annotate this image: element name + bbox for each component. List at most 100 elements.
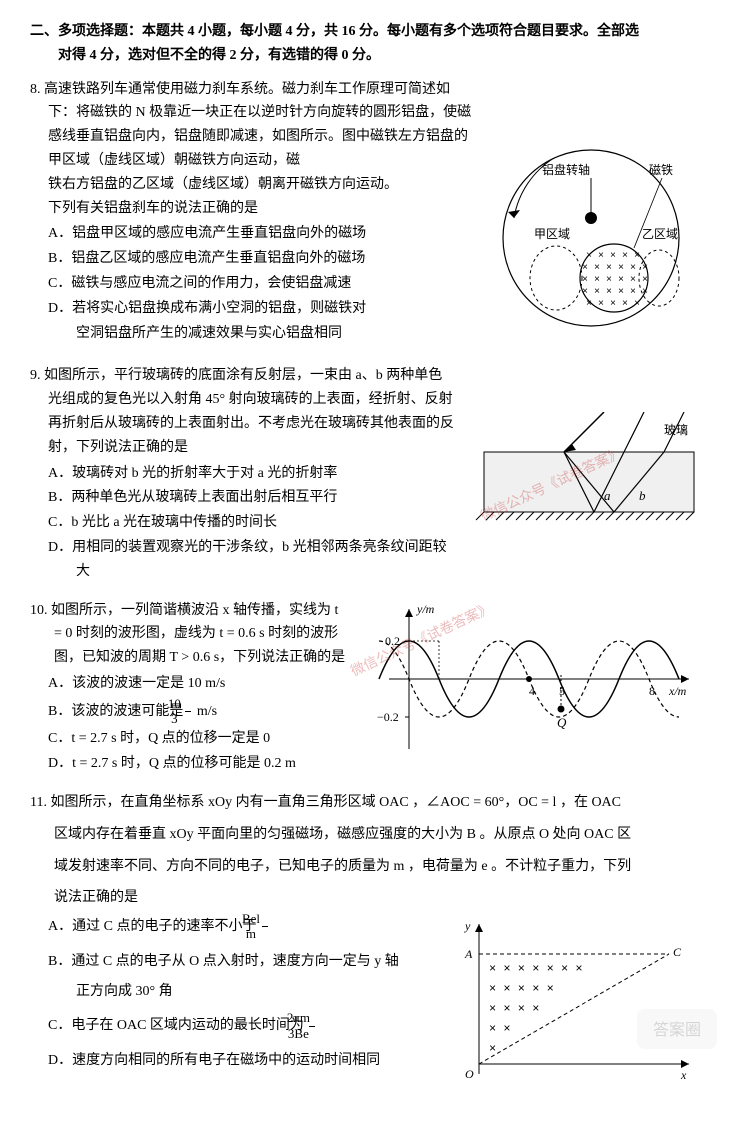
svg-text:× × × × × ×: × × × × × × [582, 263, 648, 274]
q8-c-text: 磁铁与感应电流之间的作用力，会使铝盘减速 [71, 276, 351, 291]
q10-Q-label: Q [557, 715, 567, 730]
q8-figure: 铝盘转轴 × × × × × × × × × × × × × × × × × ×… [484, 138, 699, 347]
q10-choice-c: C．t = 2.7 s 时，Q 点的位移一定是 0 [30, 727, 340, 751]
q10-choice-d: D．t = 2.7 s 时，Q 点的位移可能是 0.2 m [30, 752, 340, 776]
q9-c-text: b 光比 a 光在玻璃中传播的时间长 [71, 515, 277, 530]
question-11: 11. 如图所示，在直角坐标系 xOy 内有一直角三角形区域 OAC ，∠AOC… [30, 791, 699, 1097]
q9-stem-text: 如图所示，平行玻璃砖的底面涂有反射层，一束由 a、b 两种单色光组成的复色光以入… [44, 368, 454, 454]
svg-text:× × × × ×: × × × × × [489, 982, 554, 996]
q9-choice-b: B．两种单色光从玻璃砖上表面出射后相互平行 [30, 486, 450, 510]
q10-choice-a: A．该波的波速一定是 10 m/s [30, 672, 340, 696]
q11-b-text-1: 通过 C 点的电子从 O 点入射时，速度方向一定与 y 轴 [71, 954, 398, 969]
q11-d-text: 速度方向相同的所有电子在磁场中的运动时间相同 [72, 1053, 380, 1068]
q9-number: 9. [30, 368, 41, 383]
q8-a-text: 铝盘甲区域的感应电流产生垂直铝盘向外的磁场 [72, 226, 366, 241]
q11-ylabel: y [464, 919, 471, 933]
q11-figure: x y O A C × × × × × × × × × × × × × × × … [449, 914, 699, 1093]
q9-choice-c: C．b 光比 a 光在玻璃中传播的时间长 [30, 511, 450, 535]
q11-a-pre: 通过 C 点的电子的速率不小于 [72, 919, 260, 934]
q8-choice-d: D．若将实心铝盘换成布满小空洞的铝盘，则磁铁对 [30, 297, 470, 321]
q10-c-text: t = 2.7 s 时，Q 点的位移一定是 0 [71, 731, 270, 746]
q9-choices: A．玻璃砖对 b 光的折射率大于对 a 光的折射率 B．两种单色光从玻璃砖上表面… [30, 462, 450, 584]
q11-xlabel: x [680, 1068, 687, 1082]
q8-choices: A．铝盘甲区域的感应电流产生垂直铝盘向外的磁场 B．铝盘乙区域的感应电流产生垂直… [30, 222, 470, 345]
svg-text:× × × ×: × × × × [489, 1002, 539, 1016]
question-10: y/m x/m 0.2 −0.2 4 5 8 Q 微信公众号《试卷答案》 [30, 599, 699, 777]
q10-b-den: 3 [185, 712, 191, 726]
q11-stem-2: 区域内存在着垂直 xOy 平面向里的匀强磁场，磁感应强度的大小为 B 。从原点 … [30, 823, 699, 847]
svg-text:×: × [489, 1042, 496, 1056]
q11-A: A [464, 947, 473, 961]
svg-text:× × × × × ×: × × × × × × [582, 287, 648, 298]
q11-choice-a: A．通过 C 点的电子的速率不小于 Belm [30, 912, 410, 942]
label-b: b [639, 488, 646, 503]
q10-b-pre: 该波的波速可能是 [71, 704, 183, 719]
q8-stem-2: 铁右方铝盘的乙区域（虚线区域）朝离开磁铁方向运动。 [30, 173, 470, 197]
q11-b-line2: 正方向成 30° 角 [30, 980, 410, 1004]
section-header: 二、多项选择题：本题共 4 小题，每小题 4 分，共 16 分。每小题有多个选项… [30, 20, 699, 68]
svg-text:× × × × ×: × × × × × [586, 251, 640, 262]
q11-stem-text-1: 如图所示，在直角坐标系 xOy 内有一直角三角形区域 OAC ，∠AOC = 6… [50, 795, 621, 810]
q11-stem-4: 说法正确的是 [30, 886, 699, 910]
q9-choice-a: A．玻璃砖对 b 光的折射率大于对 a 光的折射率 [30, 462, 450, 486]
q10-ytick-neg: −0.2 [377, 710, 399, 724]
label-jia: 甲区域 [534, 227, 570, 241]
q10-xlabel: x/m [668, 684, 687, 698]
q10-choice-b: B．该波的波速可能是103 m/s [30, 697, 340, 727]
q10-b-post: m/s [193, 704, 217, 719]
q8-b-text: 铝盘乙区域的感应电流产生垂直铝盘向外的磁场 [71, 251, 365, 266]
q10-figure: y/m x/m 0.2 −0.2 4 5 8 Q [359, 599, 699, 768]
q9-choice-d: D．用相同的装置观察光的干涉条纹，b 光相邻两条亮条纹间距较大 [30, 536, 450, 584]
svg-text:× × × × × ×: × × × × × × [582, 275, 648, 286]
corner-badge: 答案圈 [637, 1009, 717, 1049]
q11-stem-3: 域发射速率不同、方向不同的电子，已知电子的质量为 m ，电荷量为 e 。不计粒子… [30, 855, 699, 879]
label-a: a [604, 488, 611, 503]
q11-c-frac: 2πm3Be [309, 1011, 315, 1041]
q8-choice-d-line2: 空洞铝盘所产生的减速效果与实心铝盘相同 [30, 322, 470, 346]
q10-choices: A．该波的波速一定是 10 m/s B．该波的波速可能是103 m/s C．t … [30, 672, 340, 776]
q11-choices: A．通过 C 点的电子的速率不小于 Belm B．通过 C 点的电子从 O 点入… [30, 912, 410, 1073]
q11-a-den: m [262, 927, 268, 941]
label-axis: 铝盘转轴 [542, 162, 590, 177]
q10-d-text: t = 2.7 s 时，Q 点的位移可能是 0.2 m [72, 756, 296, 771]
section-title-line-2: 对得 4 分，选对但不全的得 2 分，有选错的得 0 分。 [30, 44, 699, 68]
q10-stem-text: 如图所示，一列简谐横波沿 x 轴传播，实线为 t = 0 时刻的波形图，虚线为 … [51, 603, 345, 666]
q11-choice-c: C．电子在 OAC 区域内运动的最长时间为 2πm3Be [30, 1011, 410, 1041]
q11-O: O [465, 1067, 474, 1081]
q11-a-num: Bel [262, 912, 268, 927]
q10-a-text: 该波的波速一定是 10 m/s [72, 676, 225, 691]
q11-number: 11. [30, 795, 47, 810]
svg-text:× × × × ×: × × × × × [586, 299, 640, 310]
q10-number: 10. [30, 603, 48, 618]
label-glass: 玻璃 [664, 423, 688, 437]
svg-text:× ×: × × [489, 1022, 511, 1036]
section-title-line-1: 二、多项选择题：本题共 4 小题，每小题 4 分，共 16 分。每小题有多个选项… [30, 20, 699, 44]
svg-text:答案圈: 答案圈 [653, 1021, 701, 1039]
q11-C: C [673, 945, 682, 959]
q11-choice-b: B．通过 C 点的电子从 O 点入射时，速度方向一定与 y 轴 [30, 950, 410, 974]
svg-text:× × × × × × ×: × × × × × × × [489, 962, 583, 976]
q8-number: 8. [30, 82, 41, 97]
q8-stem-3: 下列有关铝盘刹车的说法正确的是 [30, 197, 470, 221]
label-magnet: 磁铁 [649, 162, 673, 177]
q11-a-frac: Belm [262, 912, 268, 942]
question-8: 铝盘转轴 × × × × × × × × × × × × × × × × × ×… [30, 78, 699, 351]
q10-b-frac: 103 [185, 697, 191, 727]
q8-choice-c: C．磁铁与感应电流之间的作用力，会使铝盘减速 [30, 272, 470, 296]
label-yi: 乙区域 [642, 227, 678, 241]
question-9: a b 玻璃 微信公众号《试卷答案》 9. 如图所示，平行玻璃砖的底面涂有反射层… [30, 364, 699, 584]
q11-c-pre: 电子在 OAC 区域内运动的最长时间为 [71, 1018, 307, 1033]
q9-d-text: 用相同的装置观察光的干涉条纹，b 光相邻两条亮条纹间距较大 [72, 540, 447, 579]
q9-a-text: 玻璃砖对 b 光的折射率大于对 a 光的折射率 [72, 466, 337, 481]
q8-d-text: 若将实心铝盘换成布满小空洞的铝盘，则磁铁对 [72, 301, 366, 316]
q8-choice-a: A．铝盘甲区域的感应电流产生垂直铝盘向外的磁场 [30, 222, 470, 246]
q11-stem-1: 11. 如图所示，在直角坐标系 xOy 内有一直角三角形区域 OAC ，∠AOC… [30, 791, 699, 815]
q11-c-den: 3Be [309, 1027, 315, 1041]
q8-stem-text-1: 高速铁路列车通常使用磁力刹车系统。磁力刹车工作原理可简述如下：将磁铁的 N 极靠… [44, 82, 471, 168]
q11-c-num: 2πm [309, 1011, 315, 1026]
q9-figure: a b 玻璃 [464, 412, 699, 551]
q8-choice-b: B．铝盘乙区域的感应电流产生垂直铝盘向外的磁场 [30, 247, 470, 271]
q10-b-num: 10 [185, 697, 191, 712]
q9-b-text: 两种单色光从玻璃砖上表面出射后相互平行 [71, 490, 337, 505]
q10-ylabel: y/m [416, 602, 435, 616]
